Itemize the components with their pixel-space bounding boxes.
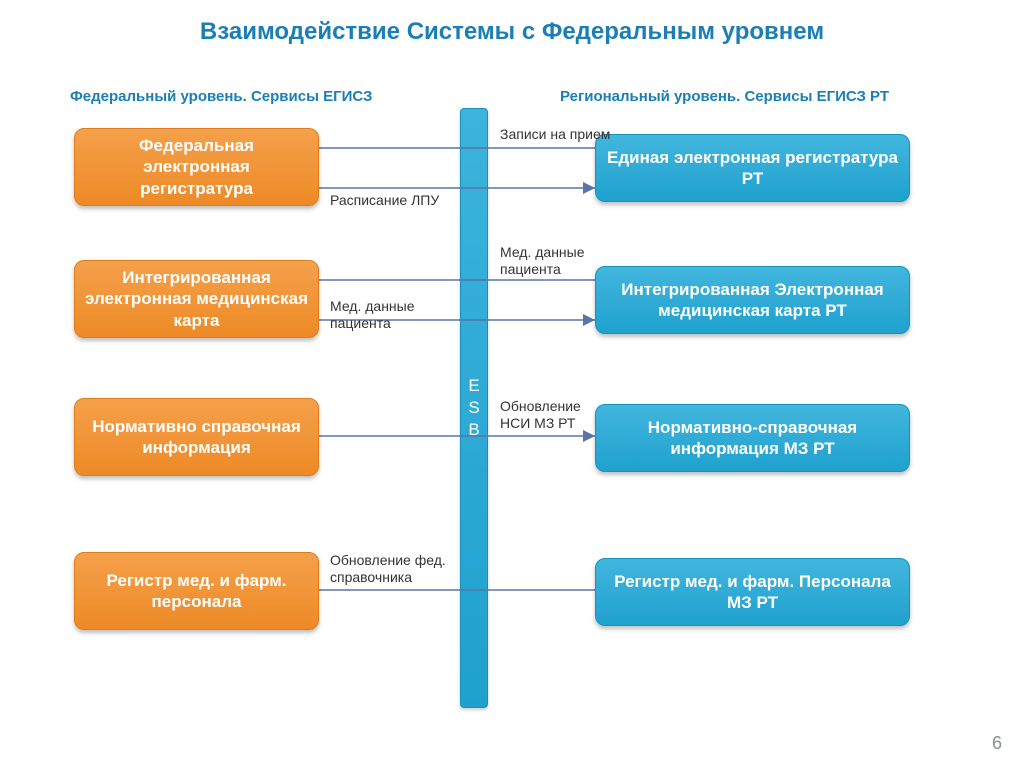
regional-box-registry: Единая электронная регистратура РТ: [595, 134, 910, 202]
arrow-label: Мед. данные пациента: [330, 298, 440, 332]
arrow-label: Мед. данные пациента: [500, 244, 600, 278]
federal-box-nsi: Нормативно справочная информация: [74, 398, 319, 476]
left-column-header: Федеральный уровень. Сервисы ЕГИСЗ: [70, 88, 372, 105]
federal-box-registry: Федеральная электронная регистратура: [74, 128, 319, 206]
arrow-label: Записи на прием: [500, 126, 610, 143]
arrow-label: Расписание ЛПУ: [330, 192, 440, 209]
regional-box-personnel: Регистр мед. и фарм. Персонала МЗ РТ: [595, 558, 910, 626]
page-number: 6: [992, 733, 1002, 754]
federal-box-emr: Интегрированная электронная медицинская …: [74, 260, 319, 338]
arrow-label: Обновление фед. справочника: [330, 552, 450, 586]
federal-box-personnel: Регистр мед. и фарм. персонала: [74, 552, 319, 630]
esb-bus: E S B: [460, 108, 488, 708]
regional-box-emr: Интегрированная Электронная медицинская …: [595, 266, 910, 334]
arrows-layer: [0, 0, 1024, 768]
esb-letter: S: [468, 397, 479, 419]
esb-letter: B: [468, 419, 479, 441]
regional-box-nsi: Нормативно-справочная информация МЗ РТ: [595, 404, 910, 472]
arrow-label: Обновление НСИ МЗ РТ: [500, 398, 600, 432]
right-column-header: Региональный уровень. Сервисы ЕГИСЗ РТ: [560, 88, 889, 105]
diagram-title: Взаимодействие Системы с Федеральным уро…: [0, 0, 1024, 46]
esb-letter: E: [468, 375, 479, 397]
